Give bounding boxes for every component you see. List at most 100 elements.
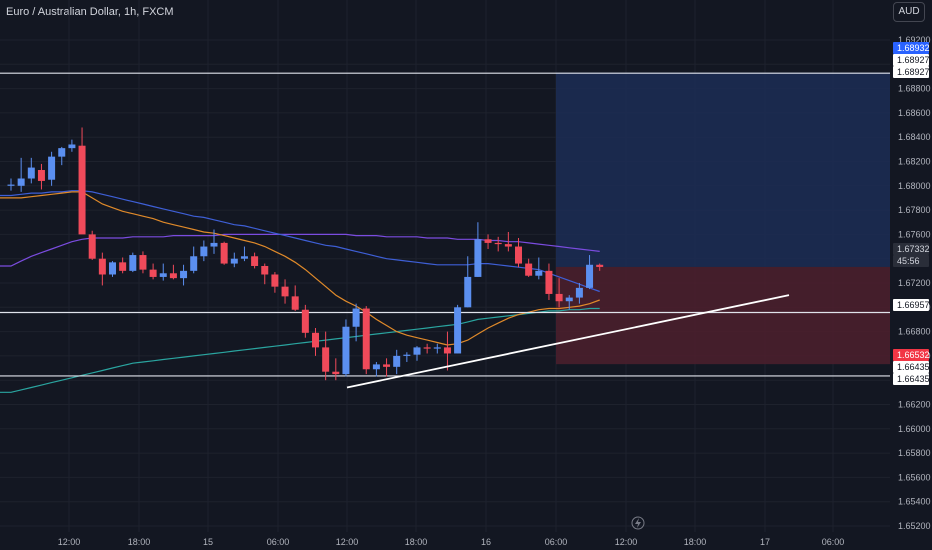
candle bbox=[565, 295, 573, 310]
candle bbox=[535, 257, 543, 280]
candle bbox=[220, 241, 228, 265]
candle bbox=[169, 264, 177, 280]
candle bbox=[474, 222, 482, 277]
x-tick-label: 06:00 bbox=[267, 537, 290, 547]
y-tick-label: 1.67800 bbox=[898, 205, 931, 215]
x-tick-label: 18:00 bbox=[405, 537, 428, 547]
candle bbox=[68, 139, 76, 152]
candle bbox=[433, 343, 441, 354]
y-tick-label: 1.68000 bbox=[898, 181, 931, 191]
x-tick-label: 15 bbox=[203, 537, 213, 547]
candle bbox=[88, 230, 96, 260]
candle bbox=[545, 263, 553, 301]
price-tags: 1.68932 1.68927 1.68927 1.67332 45:56 1.66957… bbox=[893, 42, 930, 385]
candle bbox=[200, 240, 208, 262]
candle bbox=[58, 146, 66, 166]
position-zones bbox=[556, 72, 890, 365]
candle bbox=[423, 343, 431, 354]
price-tag-label: 1.68927 bbox=[897, 67, 930, 77]
ma-blue-line bbox=[0, 190, 600, 293]
candle bbox=[332, 358, 340, 381]
ma-purple-line bbox=[0, 233, 600, 267]
candle bbox=[159, 263, 167, 281]
candle bbox=[210, 229, 218, 254]
candle bbox=[139, 251, 147, 274]
candles bbox=[7, 127, 604, 381]
y-tick-label: 1.66800 bbox=[898, 327, 931, 337]
chart-title: Euro / Australian Dollar, 1h, FXCM bbox=[6, 6, 174, 18]
trendline bbox=[346, 294, 790, 389]
x-tick-label: 17 bbox=[760, 537, 770, 547]
y-tick-label: 1.65600 bbox=[898, 472, 931, 482]
y-tick-label: 1.66200 bbox=[898, 400, 931, 410]
candle bbox=[352, 303, 360, 342]
price-tag bbox=[893, 373, 929, 385]
y-tick-label: 1.68600 bbox=[898, 108, 931, 118]
price-tag bbox=[893, 54, 929, 66]
candle bbox=[322, 331, 330, 381]
price-tag-label: 45:56 bbox=[897, 256, 920, 266]
currency-button[interactable]: AUD bbox=[893, 2, 925, 22]
price-tag bbox=[893, 66, 929, 78]
candle bbox=[119, 257, 127, 274]
x-tick-label: 12:00 bbox=[58, 537, 81, 547]
candle bbox=[301, 304, 309, 338]
y-tick-label: 1.67200 bbox=[898, 278, 931, 288]
candle bbox=[515, 238, 522, 268]
x-tick-label: 12:00 bbox=[336, 537, 359, 547]
candle bbox=[281, 279, 289, 304]
x-tick-label: 12:00 bbox=[615, 537, 638, 547]
y-tick-label: 1.67600 bbox=[898, 229, 931, 239]
candle bbox=[7, 178, 15, 191]
x-tick-label: 06:00 bbox=[545, 537, 568, 547]
candle bbox=[555, 278, 563, 308]
candle bbox=[596, 263, 604, 271]
price-tag bbox=[893, 299, 929, 311]
horizontal-levels bbox=[0, 72, 890, 377]
lightning-icon[interactable] bbox=[631, 516, 645, 530]
price-tag bbox=[893, 255, 929, 267]
price-tag-label: 1.68932 bbox=[897, 43, 930, 53]
x-tick-label: 18:00 bbox=[128, 537, 151, 547]
y-tick-label: 1.68200 bbox=[898, 157, 931, 167]
candle bbox=[17, 157, 25, 192]
candle bbox=[443, 331, 451, 371]
candle bbox=[129, 252, 137, 273]
price-tag bbox=[893, 349, 929, 361]
y-tick-label: 1.69200 bbox=[898, 35, 931, 45]
candle bbox=[291, 285, 299, 311]
x-tick-label: 16 bbox=[481, 537, 491, 547]
time-axis: 12:00 18:00 15 06:00 12:00 18:00 16 06:00 12:00 1… bbox=[58, 537, 845, 547]
y-tick-label: 1.65400 bbox=[898, 497, 931, 507]
price-tag-label: 1.68927 bbox=[897, 55, 930, 65]
trendline-group bbox=[346, 294, 790, 389]
candle bbox=[454, 304, 462, 354]
candle bbox=[586, 255, 594, 290]
price-tag-label: 1.66435 bbox=[897, 362, 930, 372]
y-tick-label: 1.66000 bbox=[898, 424, 931, 434]
candle bbox=[312, 327, 319, 356]
candle bbox=[48, 151, 56, 186]
candle bbox=[403, 352, 411, 362]
profit-zone bbox=[556, 72, 890, 267]
y-tick-label: 1.68800 bbox=[898, 84, 931, 94]
candle bbox=[251, 252, 259, 269]
x-tick-label: 18:00 bbox=[684, 537, 707, 547]
y-tick-label: 1.65800 bbox=[898, 448, 931, 458]
price-tag-label: 1.66957 bbox=[897, 300, 930, 310]
candle bbox=[575, 283, 583, 304]
candle bbox=[464, 256, 472, 308]
candle bbox=[362, 306, 370, 375]
ma-teal-line bbox=[0, 307, 600, 393]
candle bbox=[230, 252, 238, 268]
candle bbox=[372, 361, 380, 377]
stop-zone bbox=[556, 266, 890, 365]
price-tag bbox=[893, 42, 929, 54]
moving-averages bbox=[0, 190, 600, 393]
candle bbox=[78, 127, 86, 235]
x-tick-label: 06:00 bbox=[822, 537, 845, 547]
candle bbox=[504, 231, 512, 252]
candle bbox=[190, 246, 198, 274]
candle bbox=[240, 246, 248, 262]
